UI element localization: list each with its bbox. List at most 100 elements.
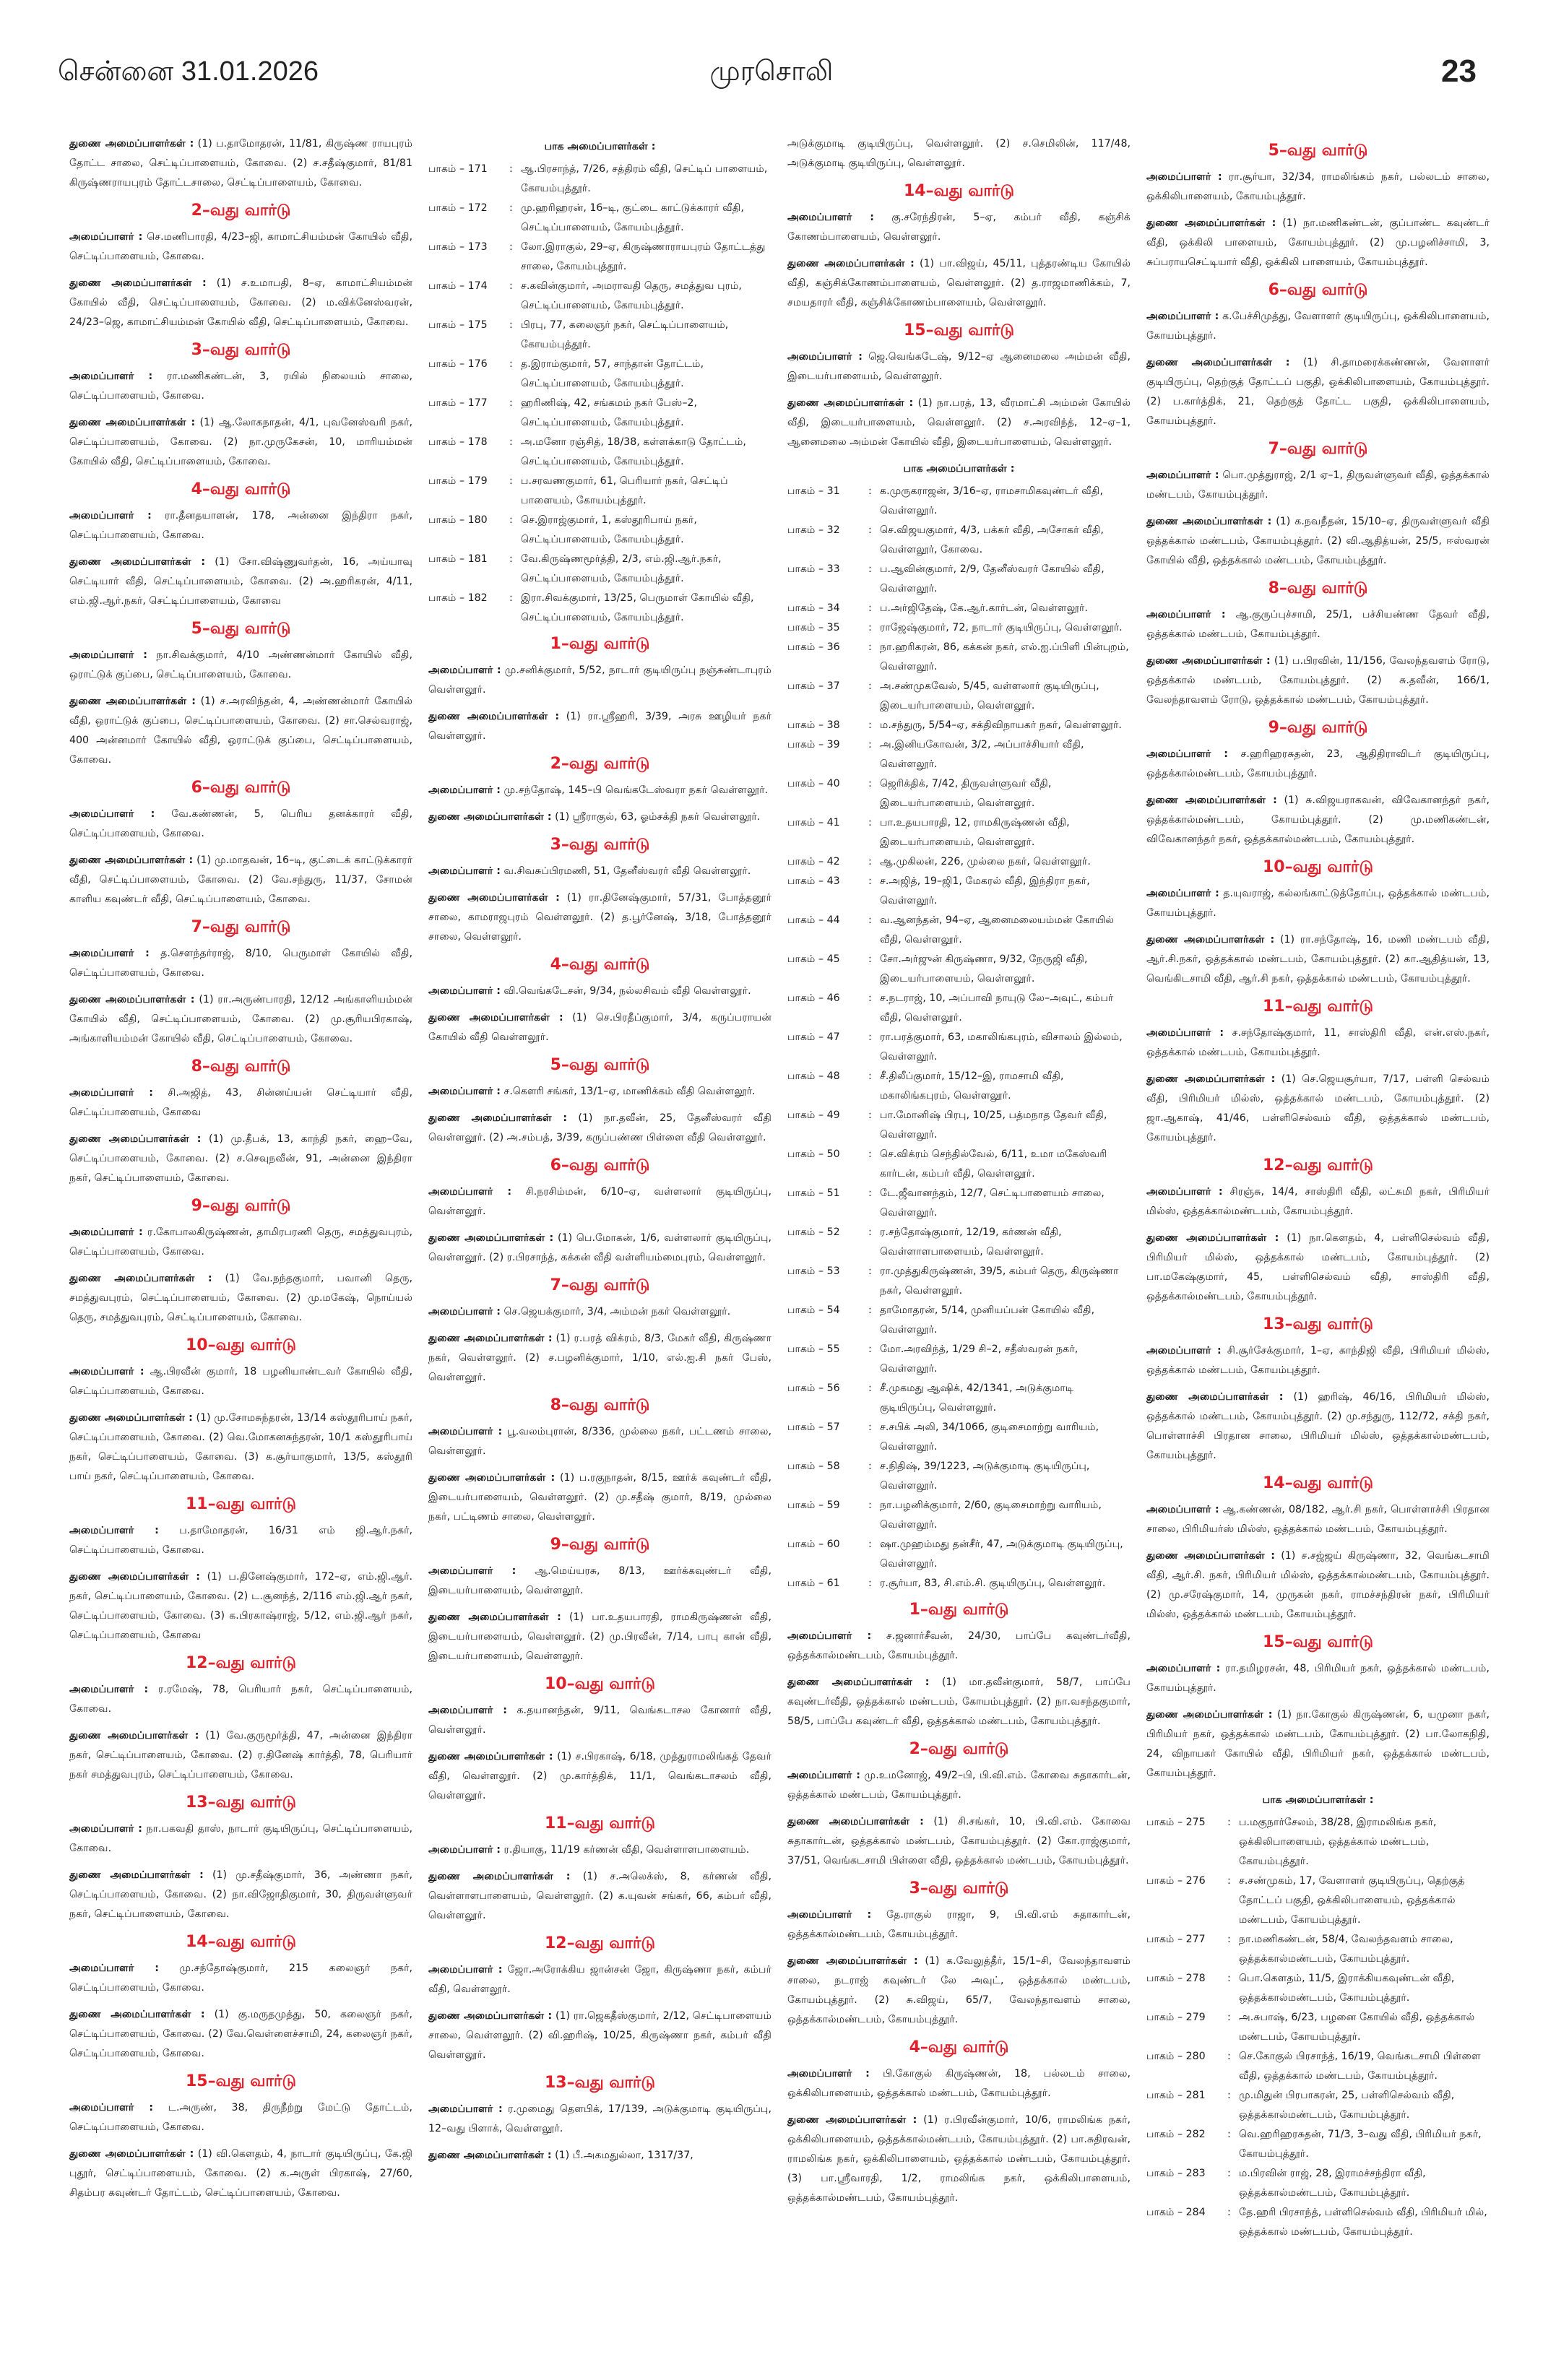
entry-text: ப.தாமோதரன், 16/31 எம் ஜி.ஆர்.நகர், செட்ட… [69,1525,413,1556]
separator: : [868,1382,872,1394]
separator: : [868,1226,872,1238]
ward-heading: 9–வது வார்டு [191,1197,291,1215]
entry-text: (1) க.வேலுத்தீர், 15/1–சி, வேலந்தாவளம் ச… [787,1955,1131,2025]
entry-text: (1) ரா.சந்தோஷ், 16, மணி மண்டபம் வீதி, ஆர… [1146,934,1490,985]
deputy-organizers-entry: துணை அமைப்பாளர்கள் : (1) ப.தாமோதரன், 11/… [69,134,412,193]
separator: : [868,1343,872,1355]
separator: : [868,1265,872,1277]
entry-text: ச.ஹரிஹரசுதன், 23, ஆதிதிராவிடர் குடியிருப… [1146,748,1490,779]
entry-text: ஜோ.அரோக்கிய ஜான்சன் ஜோ, கிருஷ்ணா நகர், க… [428,1964,772,1995]
entry-text: (1) ஆ.லோகநாதன், 4/1, புவனேஸ்வரி நகர், செ… [69,417,413,467]
entry-text: (1) ரா.ஜெகதீஸ்குமார், 2/12, செட்டிபாளையம… [428,2010,772,2061]
entry-label: அமைப்பாளர் : [428,2103,503,2115]
organizer-entry: அமைப்பாளர் : வே.கண்ணன், 5, பெரிய தனக்கார… [69,805,412,844]
section-heading: பாக அமைப்பாளர்கள் : [544,141,656,152]
booth-organizer: ப.அர்ஜிதேஷ், கே.ஆர்.கார்டன், வெள்ளலூர். [880,602,1088,614]
booth-entry: பாகம் – 48: சீ.திலீப்குமார், 15/12–இ, ராம… [787,1067,1131,1106]
booth-entry: பாகம் – 34: ப.அர்ஜிதேஷ், கே.ஆர்.கார்டன், … [787,599,1131,618]
entry-label: துணை அமைப்பாளர்கள் : [1146,795,1277,806]
entry-text: (1) பா.விஜய், 45/11, புத்தரண்டிய கோயில் … [787,258,1131,308]
deputy-organizers-entry: துணை அமைப்பாளர்கள் : (1) க.வேலுத்தீர், 1… [787,1952,1131,2030]
entry-label: அமைப்பாளர் : [1146,1186,1223,1198]
booth-organizer: ச.அஜித், 19–ஜி1, மேகரல் வீதி, இந்திரா நக… [880,875,1090,906]
article-columns: துணை அமைப்பாளர்கள் : (1) ப.தாமோதரன், 11/… [69,134,1492,2242]
booth-organizer: பா.மோனிஷ் பிரபு, 10/25, பத்மநாத தேவர் வீ… [880,1109,1107,1141]
booth-number: பாகம் – 54 [787,1304,840,1316]
ward-heading: 3–வது வார்டு [191,341,291,359]
entry-text: பொ.முத்துராஜ், 2/1 ஏ–1, திருவள்ளுவர் வீத… [1146,469,1490,501]
booth-organizer: ச.கவின்குமார், அமராவதி தெரு, சமத்துவ புர… [521,280,742,311]
separator: : [1227,1973,1231,1984]
organizer-entry: அமைப்பாளர் : ச.கௌரி சங்கர், 13/1–ஏ, மாணி… [428,1082,772,1102]
entry-text: க.பேச்சிமுத்து, வேளாளர் குடியிருப்பு, ஒக… [1146,311,1490,342]
booth-entry: பாகம் – 55: மோ.அரவிந்த், 1/29 சி–2, சதீஸ்… [787,1340,1131,1379]
section-heading: பாக அமைப்பாளர்கள் : [903,463,1015,475]
entry-text: (1) ரா.ஸ்ரீஹரி, 3/39, அரசு ஊழியர் நகர் வ… [428,711,772,742]
booth-number: பாகம் – 59 [787,1500,840,1511]
entry-text: (1) செ.பிரதீப்குமார், 3/4, கருப்பராயன் க… [428,1012,772,1043]
booth-organizer: அ.சண்முகவேல், 5/45, வள்ளலார் குடியிருப்ப… [880,680,1099,711]
deputy-organizers-entry: துணை அமைப்பாளர்கள் : (1) மு.சோமசுந்தரன்,… [69,1408,412,1487]
separator: : [868,856,872,867]
newspaper-title: முரசொலி [709,56,834,87]
ward-heading: 12–வது வார்டு [544,1934,656,1952]
separator: : [868,1148,872,1160]
booth-number: பாகம் – 36 [787,641,840,653]
booth-organizer: செ.விக்ரம் செந்தில்வேல், 6/11, உமா மகேஸ்… [880,1148,1107,1180]
deputy-organizers-entry: துணை அமைப்பாளர்கள் : (1) ரா.ஜெகதீஸ்குமார… [428,2007,772,2065]
booth-number: பாகம் – 44 [787,914,840,926]
booth-organizer: டே.ஜீவானந்தம், 12/7, செட்டிபாளையம் சாலை,… [880,1187,1105,1219]
ward-heading: 3–வது வார்டு [550,836,650,854]
entry-label: அமைப்பாளர் : [428,985,501,997]
booth-number: பாகம் – 49 [787,1109,840,1121]
column-2: பாக அமைப்பாளர்கள் : பாகம் – 171: ஆ.பிரசாந்… [428,134,772,2242]
booth-entry: பாகம் – 49: பா.மோனிஷ் பிரபு, 10/25, பத்மந… [787,1106,1131,1145]
entry-label: துணை அமைப்பாளர்கள் : [787,1816,924,1827]
entry-text: வே.கண்ணன், 5, பெரிய தனக்காரர் வீதி, செட்… [69,808,412,839]
entry-label: துணை அமைப்பாளர்கள் : [428,1232,554,1244]
entry-label: துணை அமைப்பாளர்கள் : [428,1333,553,1344]
separator: : [1227,2207,1231,2218]
entry-text: மு.உமனோஜ், 49/2–பி, பி.வி.எம். கோவை சுதா… [787,1770,1131,1801]
organizer-entry: அமைப்பாளர் : ச.சந்தோஷ்குமார், 11, சாஸ்தி… [1146,1024,1490,1063]
deputy-organizers-entry: துணை அமைப்பாளர்கள் : (1) ரா.தினேஷ்குமார்… [428,888,772,947]
booth-number: பாகம் – 39 [787,739,840,750]
ward-heading: 15–வது வார்டு [903,321,1015,339]
booth-organizer: நா.மணிகண்டன், 58/4, வேலந்தவளம் சாலை, ஒத்… [1239,1934,1453,1965]
booth-number: பாகம் – 284 [1146,2207,1206,2218]
entry-text: க.தயானந்தன், 9/11, வெங்கடாசல கோனார் வீதி… [428,1705,772,1736]
booth-organizer: ரா.முத்துகிருஷ்ணன், 39/5, கம்பர் தெரு, க… [880,1265,1119,1297]
booth-organizer: ம.சந்துரு, 5/54–ஏ, சக்திவிநாயகர் நகர், வ… [880,719,1122,731]
booth-organizer: இரா.சிவக்குமார், 13/25, பெருமாள் கோயில் … [521,592,754,623]
entry-text: பூ.வலம்புரான், 8/336, முல்லை நகர், பட்டண… [428,1426,772,1457]
entry-text: அடுக்குமாடி குடியிருப்பு, வெள்ளலூர். (2)… [787,138,1131,169]
separator: : [509,514,513,526]
booth-number: பாகம் – 283 [1146,2168,1206,2179]
booth-organizer: பொ.கௌதம், 11/5, இராக்கியகவுண்டன் வீதி, ஒ… [1239,1973,1455,2004]
ward-heading: 5–வது வார்டு [550,1056,650,1074]
organizer-entry: அமைப்பாளர் : சி.சூர்சேக்குமார், 1–ஏ, காந… [1146,1341,1490,1380]
entry-text: (1) ஸ்ரீராகுல், 63, ஓம்சக்தி நகர் வெள்ளல… [555,811,761,823]
entry-text: மு.சனிக்குமார், 5/52, நாடார் குடியிருப்ப… [428,665,772,696]
entry-label: துணை அமைப்பாளர்கள் : [1146,934,1275,945]
ward-heading: 12–வது வார்டு [1262,1156,1374,1174]
entry-label: துணை அமைப்பாளர்கள் : [69,696,196,707]
entry-label: அமைப்பாளர் : [428,784,501,796]
organizer-entry: அமைப்பாளர் : பொ.முத்துராஜ், 2/1 ஏ–1, திர… [1146,466,1490,505]
booth-entry: பாகம் – 36: நா.ஹரிகரன், 86, கக்கன் நகர், … [787,638,1131,677]
ward-heading: 8–வது வார்டு [191,1057,291,1076]
deputy-organizers-entry: துணை அமைப்பாளர்கள் : (1) வே.நந்தகுமார், … [69,1269,412,1328]
entry-text: செ.ஜெயக்குமார், 3/4, அம்மன் நகர் வெள்ளலூ… [503,1306,731,1317]
separator: : [868,641,872,653]
entry-label: அமைப்பாளர் : [69,231,143,243]
separator: : [868,953,872,965]
organizer-entry: அமைப்பாளர் : ரா.தீனதயாளன், 178, அன்னை இந… [69,506,412,545]
entry-text: நா.பகவதி தாஸ், நாடார் குடியிருப்பு, செட்… [69,1823,412,1854]
deputy-organizers-entry: துணை அமைப்பாளர்கள் : (1) ரா.ஸ்ரீஹரி, 3/3… [428,707,772,746]
entry-text: (1) பீ.அகமதுல்லா, 1317/37, [555,2150,693,2161]
column-1: துணை அமைப்பாளர்கள் : (1) ப.தாமோதரன், 11/… [69,134,412,2242]
organizer-entry: அமைப்பாளர் : ஆ.பிரவீன் குமார், 18 பழனியா… [69,1362,412,1401]
entry-label: அமைப்பாளர் : [69,510,152,522]
booth-organizer: ஜெரிக்திக், 7/42, திருவள்ளுவர் வீதி, இடை… [880,778,1052,809]
section-heading: பாக அமைப்பாளர்கள் : [1262,1794,1374,1806]
